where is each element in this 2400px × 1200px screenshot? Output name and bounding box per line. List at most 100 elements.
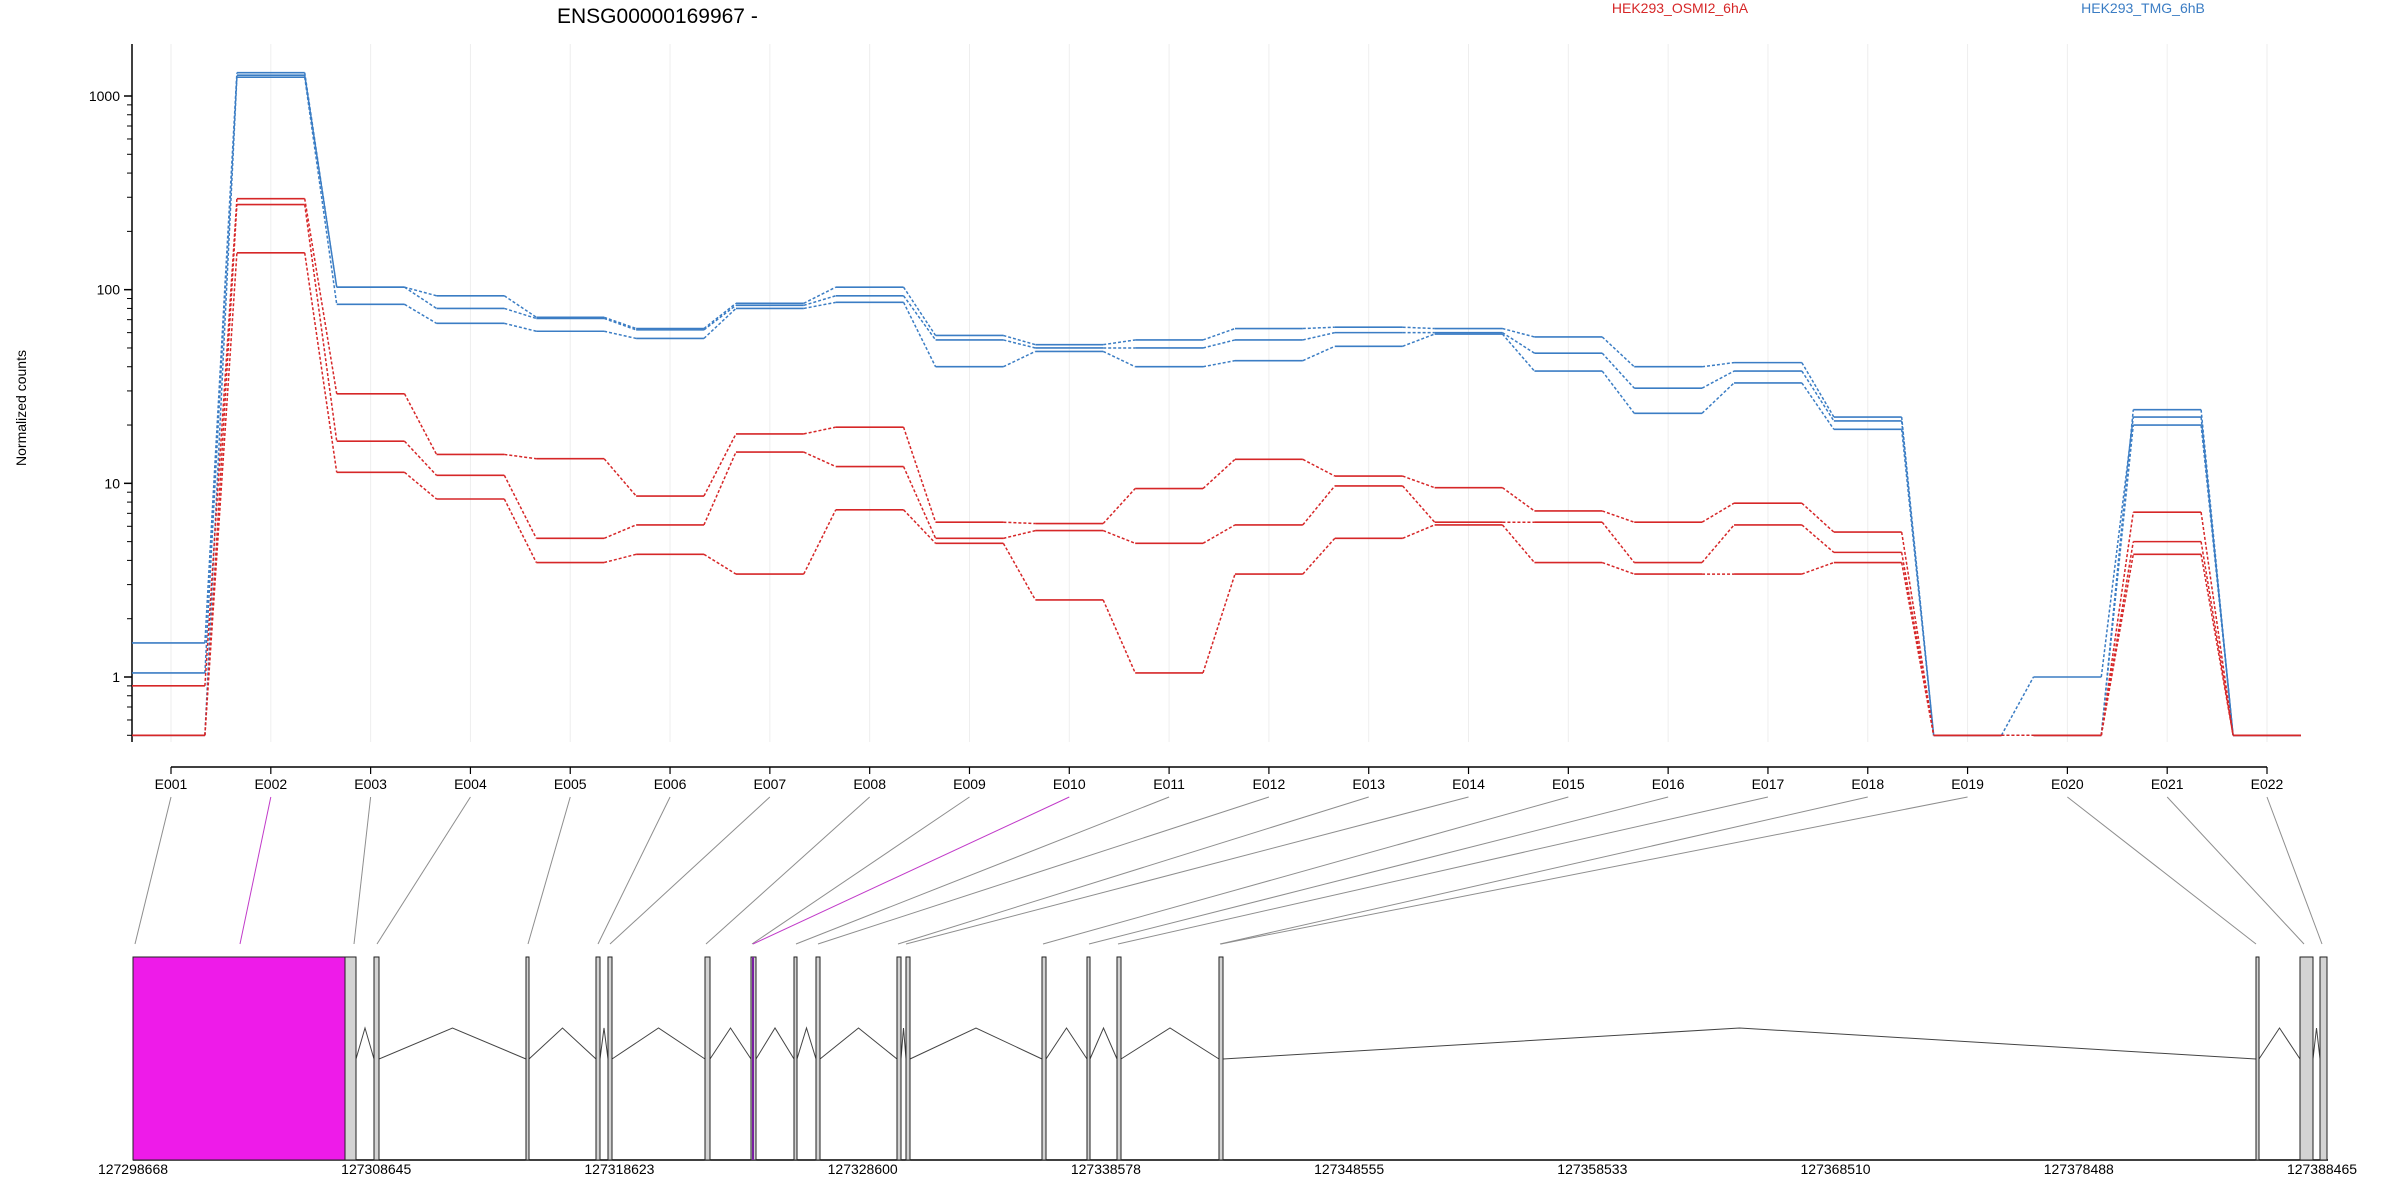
genomic-coordinate-label: 127378488 <box>2044 1161 2114 1177</box>
y-tick-label: 1 <box>112 669 120 685</box>
exon-box <box>2299 956 2314 1161</box>
series-connector <box>1402 333 1435 348</box>
legend-entry-osmi2: HEK293_OSMI2_6hA <box>1612 0 1749 16</box>
intron-line <box>599 1027 609 1060</box>
exon-box <box>607 956 613 1161</box>
connector-e013 <box>897 796 1369 945</box>
series-connector <box>1701 382 1735 414</box>
series-connector <box>1801 370 1835 422</box>
exon-connector-lines <box>134 796 2323 945</box>
series-connector <box>204 204 238 736</box>
series-connector <box>1102 599 1136 674</box>
series-connector <box>1801 502 1835 533</box>
series-connector <box>1501 487 1535 512</box>
series-connector <box>1003 334 1036 346</box>
series-connector <box>204 77 238 736</box>
x-tick-label-e003: E003 <box>354 776 387 792</box>
x-tick-label-e009: E009 <box>953 776 986 792</box>
series-connector <box>1003 529 1036 540</box>
series-connector <box>303 72 338 288</box>
y-tick-labels: 1 10 100 1000 <box>89 88 132 685</box>
connector-e004 <box>376 796 471 945</box>
exon-box <box>2255 956 2260 1161</box>
intron-line <box>755 1027 795 1060</box>
genomic-coordinate-label: 127368510 <box>1801 1161 1871 1177</box>
connector-e021 <box>2166 796 2305 945</box>
series-connector <box>504 307 537 320</box>
x-tick-label-e002: E002 <box>254 776 287 792</box>
intron-line <box>1120 1027 1220 1060</box>
series-connector <box>2200 416 2234 736</box>
series-connector <box>1102 350 1136 368</box>
series-connector <box>404 303 437 324</box>
highlighted-exon <box>132 956 346 1161</box>
series-connector <box>1103 339 1136 346</box>
series-connector <box>803 295 836 307</box>
series-connector <box>1501 524 1535 564</box>
series-connector <box>2200 541 2234 736</box>
series-connector <box>603 524 637 540</box>
intron-line <box>1222 1027 2257 1060</box>
series-connector <box>1402 326 1435 330</box>
series-connector <box>902 302 937 368</box>
connector-e017 <box>1117 796 1769 945</box>
x-tick-label-e021: E021 <box>2151 776 2184 792</box>
series-connector <box>503 474 538 539</box>
intron-line <box>378 1027 527 1060</box>
exon-box <box>704 956 711 1161</box>
series-connector <box>902 295 937 341</box>
series-connector <box>2100 554 2135 736</box>
genomic-coordinate-label: 127338578 <box>1071 1161 1141 1177</box>
exon-box <box>373 956 380 1161</box>
intron-line <box>528 1027 597 1060</box>
y-minor-ticks <box>127 104 132 736</box>
series-connector <box>1601 561 1635 575</box>
y-tick-label: 100 <box>97 282 121 298</box>
series-connector <box>503 295 537 318</box>
connector-e003 <box>353 796 372 945</box>
series-connector <box>703 451 737 526</box>
series-connector <box>303 204 338 442</box>
series-connector <box>1601 521 1635 563</box>
series-connector <box>803 301 836 310</box>
series-connector <box>1502 327 1535 338</box>
series-connector <box>803 509 837 575</box>
series-connector <box>1402 485 1436 523</box>
series-connector <box>1900 420 1935 736</box>
series-5 <box>132 203 2301 737</box>
connector-e014 <box>905 796 1469 945</box>
exon-box <box>896 956 902 1161</box>
y-tick-label: 1000 <box>89 88 120 104</box>
exon-box <box>905 956 911 1161</box>
intron-line <box>1045 1027 1088 1060</box>
series-connector <box>803 286 837 305</box>
series-3 <box>132 76 2301 737</box>
series-connector <box>2200 554 2234 736</box>
series-connector <box>1003 339 1036 349</box>
series-connector <box>1302 326 1335 330</box>
x-tick-label-e022: E022 <box>2251 776 2284 792</box>
series-connector <box>404 471 438 500</box>
legend-entry-tmg: HEK293_TMG_6hB <box>2081 0 2205 16</box>
series-connector <box>1202 524 1236 544</box>
series-connector <box>703 304 737 331</box>
genomic-coordinate-label: 127388465 <box>2287 1161 2357 1177</box>
series-connector <box>803 451 837 468</box>
x-tick-label-e019: E019 <box>1951 776 1984 792</box>
series-connector <box>1701 502 1735 523</box>
series-connector <box>1102 488 1136 525</box>
series-connector <box>903 509 937 544</box>
series-connector <box>1801 382 1835 430</box>
x-tick-label-e015: E015 <box>1552 776 1585 792</box>
series-connector <box>1801 561 1835 575</box>
series-connector <box>303 75 338 288</box>
series-connector <box>902 466 937 539</box>
x-tick-label-e014: E014 <box>1452 776 1485 792</box>
intron-line <box>355 1026 375 1060</box>
series-connector <box>504 322 537 332</box>
connector-e022 <box>2266 796 2323 945</box>
x-tick-label-e010: E010 <box>1053 776 1086 792</box>
connector-e010 <box>752 796 1070 945</box>
connector-e006 <box>597 796 671 945</box>
